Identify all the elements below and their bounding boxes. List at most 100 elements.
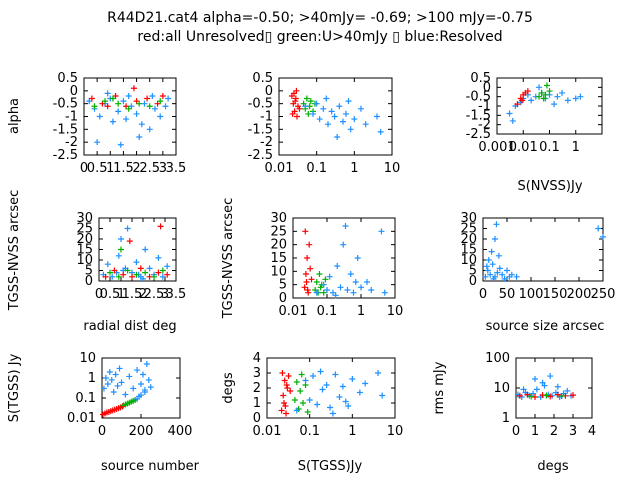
data-point-red bbox=[302, 271, 309, 277]
y-tick-label: 10 bbox=[493, 381, 510, 396]
y-axis-label: rms mJy bbox=[432, 361, 447, 414]
x-tick-label: 0.1 bbox=[299, 424, 320, 439]
data-point-red bbox=[570, 392, 576, 399]
data-point-blue bbox=[595, 225, 602, 232]
data-point-green bbox=[542, 91, 549, 98]
y-tick-label: 100 bbox=[485, 351, 510, 366]
data-point-blue bbox=[306, 397, 313, 403]
data-point-blue bbox=[96, 113, 103, 120]
x-axis-label: source size arcsec bbox=[486, 319, 605, 334]
data-point-blue bbox=[332, 292, 339, 299]
data-point-green bbox=[115, 273, 122, 280]
data-point-blue bbox=[164, 263, 171, 270]
data-point-red bbox=[304, 287, 311, 293]
y-tick-label: 5 bbox=[279, 278, 287, 293]
data-point-green bbox=[102, 98, 109, 105]
y-tick-label: -0.5 bbox=[248, 97, 273, 112]
y-tick-label: -1.5 bbox=[248, 122, 273, 137]
data-point-green bbox=[298, 371, 305, 378]
data-point-blue bbox=[115, 252, 122, 259]
x-tick-label: 0.01 bbox=[279, 304, 308, 319]
y-tick-label: -2.5 bbox=[248, 148, 273, 163]
y-tick-label: 25 bbox=[460, 222, 477, 237]
data-point-blue bbox=[339, 118, 346, 125]
data-point-red bbox=[301, 284, 308, 291]
y-tick-label: 0 bbox=[483, 80, 491, 95]
data-point-green bbox=[142, 269, 149, 276]
data-point-blue bbox=[495, 252, 502, 259]
data-point-blue bbox=[363, 279, 370, 285]
data-point-blue bbox=[559, 89, 566, 96]
y-tick-label: 3 bbox=[253, 366, 261, 381]
y-tick-label: 0 bbox=[85, 274, 93, 289]
data-point-blue bbox=[331, 113, 338, 120]
data-point-blue bbox=[118, 379, 125, 386]
data-point-blue bbox=[325, 121, 332, 128]
data-point-blue bbox=[494, 269, 501, 276]
data-point-blue bbox=[339, 383, 346, 390]
x-axis-label: S(TGSS)Jy bbox=[298, 459, 363, 474]
y-tick-label: 20 bbox=[460, 232, 477, 247]
y-tick-label: 30 bbox=[76, 211, 93, 226]
data-point-red bbox=[292, 98, 299, 105]
data-point-blue bbox=[320, 281, 327, 288]
data-point-blue bbox=[138, 392, 144, 399]
data-point-blue bbox=[374, 113, 381, 120]
data-point-blue bbox=[362, 380, 369, 387]
data-point-blue bbox=[334, 134, 341, 141]
data-point-red bbox=[514, 101, 521, 108]
data-point-green bbox=[151, 273, 157, 280]
plot-frame bbox=[482, 217, 604, 282]
data-point-blue bbox=[337, 284, 344, 291]
data-point-green bbox=[297, 388, 304, 394]
panel-p2: 0.01 0.1 1 10 0.50-0.5-1-1.5-2-2.5 bbox=[248, 71, 401, 176]
data-point-blue bbox=[358, 284, 364, 291]
data-point-red bbox=[283, 410, 290, 417]
data-point-blue bbox=[345, 403, 352, 409]
data-point-red bbox=[283, 382, 290, 388]
data-point-red bbox=[111, 267, 118, 274]
data-point-blue bbox=[509, 117, 516, 124]
x-tick-label: 10 bbox=[387, 424, 404, 439]
data-point-red bbox=[303, 279, 310, 285]
data-point-red bbox=[304, 255, 311, 261]
data-point-green bbox=[320, 289, 327, 296]
data-point-blue bbox=[329, 410, 336, 417]
data-point-blue bbox=[482, 273, 489, 280]
y-tick-label: 25 bbox=[270, 224, 287, 239]
x-tick-label: 0.1 bbox=[306, 161, 327, 176]
data-point-blue bbox=[130, 385, 137, 392]
data-point-blue bbox=[375, 370, 382, 376]
data-point-blue bbox=[162, 103, 169, 110]
data-point-blue bbox=[490, 275, 497, 282]
data-point-blue bbox=[94, 139, 101, 146]
data-point-green bbox=[313, 279, 320, 285]
x-tick-label: 1.5 bbox=[122, 287, 143, 302]
data-point-green bbox=[317, 284, 324, 291]
data-point-green bbox=[159, 267, 166, 274]
x-tick-label: 0 bbox=[95, 287, 103, 302]
data-point-red bbox=[307, 265, 314, 272]
x-tick-label: 400 bbox=[168, 424, 193, 439]
data-point-blue bbox=[483, 263, 490, 270]
y-tick-label: 15 bbox=[460, 243, 477, 258]
data-point-blue bbox=[145, 376, 152, 383]
y-tick-label: 1 bbox=[88, 371, 96, 386]
data-point-blue bbox=[115, 108, 122, 115]
x-tick-label: 2.5 bbox=[139, 161, 160, 176]
data-point-red bbox=[102, 273, 109, 280]
x-tick-label: 200 bbox=[129, 424, 154, 439]
data-point-blue bbox=[572, 95, 579, 102]
data-point-blue bbox=[134, 367, 141, 374]
data-point-blue bbox=[336, 103, 343, 110]
data-point-blue bbox=[133, 110, 140, 117]
data-point-blue bbox=[126, 373, 133, 380]
data-point-blue bbox=[354, 255, 361, 261]
data-point-blue bbox=[116, 365, 123, 372]
x-tick-label: 150 bbox=[543, 287, 568, 302]
data-point-blue bbox=[109, 273, 116, 280]
